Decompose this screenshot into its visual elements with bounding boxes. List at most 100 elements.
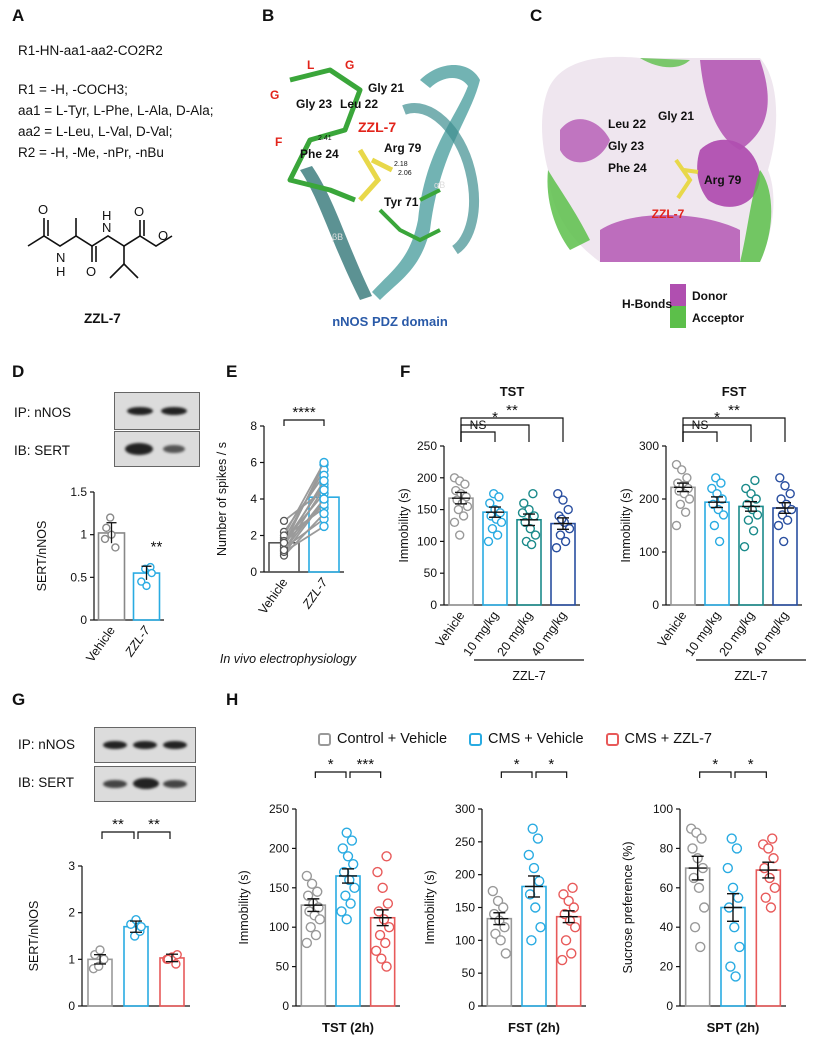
data-point: [525, 523, 535, 534]
y-tick-label: 80: [660, 841, 674, 855]
data-point: [314, 914, 326, 925]
sig-label: **: [148, 816, 160, 833]
y-tick-label: 0: [250, 565, 257, 579]
data-point: [688, 872, 699, 884]
legend-cms-zzl7: CMS + ZZL-7: [605, 731, 712, 747]
y-axis-label: Sucrose preference (%): [621, 841, 635, 973]
residue-sticks: [378, 188, 441, 243]
data-point: [569, 922, 581, 933]
data-point: [460, 479, 470, 489]
ligand-sticks: [357, 148, 394, 202]
data-point: [558, 889, 569, 900]
y-tick-label: 0: [80, 613, 87, 627]
data-point: [530, 902, 541, 913]
panel-letter-a: A: [12, 6, 25, 25]
distance: 2.06: [398, 170, 412, 177]
aa1-text: aa1 = L-Tyr, L-Phe, L-Ala, D-Ala;: [18, 103, 214, 118]
category-label: Vehicle: [256, 576, 291, 617]
sig-label: *: [328, 756, 334, 773]
beta-label: βB: [332, 232, 343, 242]
y-tick-label: 40: [660, 920, 674, 934]
sig-bracket: [682, 431, 718, 442]
alpha-helix: [372, 65, 480, 300]
y-tick-label: 100: [653, 802, 673, 816]
data-point: [301, 937, 313, 949]
data-point: [341, 914, 352, 925]
data-point: [337, 843, 348, 854]
data-point: [680, 507, 691, 517]
peptide-sticks: [287, 67, 363, 203]
data-point: [319, 485, 329, 495]
sig-bracket: [734, 771, 767, 778]
y-axis-label: Number of spikes / s: [215, 442, 229, 556]
sig-bracket: [699, 771, 732, 778]
data-point: [695, 941, 706, 953]
data-point: [714, 536, 725, 547]
e-caption: In vivo electrophysiology: [220, 652, 357, 666]
y-tick-label: 2: [68, 906, 75, 920]
data-point: [345, 898, 356, 909]
y-tick-label: 250: [417, 439, 437, 453]
y-tick-label: 100: [455, 933, 475, 947]
ligand-sticks: [674, 158, 699, 200]
alpha-label: αB: [434, 180, 445, 190]
y-tick-label: 0: [430, 598, 437, 612]
data-point: [449, 517, 460, 528]
data-point: [534, 876, 545, 887]
panel-letter-e: E: [226, 362, 238, 381]
residue-arg79: Arg 79: [704, 173, 742, 187]
data-point: [348, 858, 359, 870]
g-ip-label: IP: nNOS: [18, 737, 76, 752]
sig-bracket: [682, 417, 786, 442]
sig-bracket: [460, 431, 496, 442]
atom-o: O: [86, 264, 96, 279]
data-point: [553, 489, 563, 499]
sig-label: ***: [357, 756, 375, 773]
data-point: [526, 539, 537, 550]
data-point: [748, 526, 759, 536]
data-point: [718, 510, 729, 520]
data-point: [779, 536, 789, 547]
donor-patch: [600, 215, 740, 262]
panel-h-fst-chart: 0 50 100 150 200 250 300 Immobility (s) FST (2h)…: [423, 756, 586, 1035]
data-point: [336, 906, 347, 917]
chart-title: FST: [722, 384, 747, 399]
data-point: [147, 568, 156, 578]
paired-line: [283, 462, 325, 536]
data-point: [733, 892, 744, 903]
y-tick-label: 1: [68, 952, 75, 966]
y-tick-label: 150: [417, 503, 437, 517]
y-tick-label: 60: [660, 881, 674, 895]
data-point: [780, 481, 790, 491]
paired-line: [283, 525, 325, 553]
atom-o: O: [134, 204, 144, 219]
data-point: [734, 941, 745, 953]
sig-bracket: [349, 771, 382, 778]
data-point: [346, 835, 358, 846]
data-point: [523, 849, 534, 861]
data-point: [677, 465, 687, 475]
surface-image: [542, 56, 777, 328]
atom-o: O: [158, 228, 168, 243]
residue-gly23: Gly 23: [296, 97, 332, 111]
y-axis-label: SERT/nNOS: [27, 901, 41, 972]
paired-line: [283, 489, 325, 522]
data-point: [306, 878, 318, 890]
sig-label: **: [728, 402, 740, 419]
data-point: [495, 935, 506, 946]
atom-h: H: [102, 208, 111, 223]
data-point: [496, 517, 507, 528]
data-point: [483, 536, 494, 547]
letter-f: F: [275, 135, 282, 149]
data-point: [731, 843, 743, 854]
chart-xlabel: SPT (2h): [707, 1020, 760, 1035]
y-tick-label: 0.5: [70, 570, 87, 584]
y-tick-label: 8: [250, 419, 257, 433]
data-point: [727, 882, 739, 893]
panel-letter-c: C: [530, 6, 543, 25]
legend-control-vehicle: Control + Vehicle: [318, 731, 447, 747]
data-point: [349, 882, 360, 893]
pdz-domain-image: [287, 65, 480, 300]
data-point: [455, 530, 465, 540]
pdz-caption: nNOS PDZ domain: [332, 314, 448, 329]
